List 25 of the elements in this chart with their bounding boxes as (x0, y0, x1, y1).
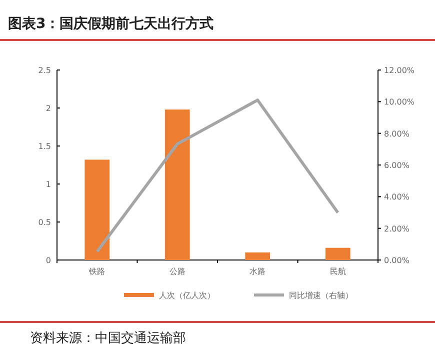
y2-tick-label: 2.00% (384, 224, 410, 234)
legend-label: 人次（亿人次） (159, 291, 215, 300)
y-tick-label: 2.5 (38, 66, 51, 75)
x-tick-label: 水路 (250, 267, 266, 276)
text: 资料来源：中国交通运输部 (30, 330, 186, 346)
bar (164, 110, 190, 260)
y2-tick-label: 8.00% (384, 129, 410, 138)
y-tick-label: 1.5 (38, 142, 51, 151)
y-tick-label: 0.5 (38, 218, 51, 227)
chart-title: 图表3：国庆假期前七天出行方式 (8, 15, 214, 32)
y2-tick-label: 4.00% (384, 192, 410, 202)
bar (325, 248, 350, 260)
y-tick-label: 0 (46, 256, 51, 265)
y-tick-label: 2 (46, 104, 51, 113)
x-tick-label: 民航 (330, 267, 346, 276)
y2-tick-label: 0.00% (384, 256, 410, 265)
x-tick-label: 铁路 (88, 267, 106, 276)
y2-tick-label: 12.00% (384, 66, 415, 75)
y2-tick-label: 6.00% (384, 161, 410, 170)
bar (84, 160, 110, 260)
x-tick-label: 公路 (169, 267, 186, 276)
y2-tick-label: 10.00% (384, 98, 415, 107)
bar (245, 252, 270, 260)
y-tick-label: 1 (46, 180, 51, 189)
legend-label: 同比增速（右轴） (289, 291, 353, 300)
